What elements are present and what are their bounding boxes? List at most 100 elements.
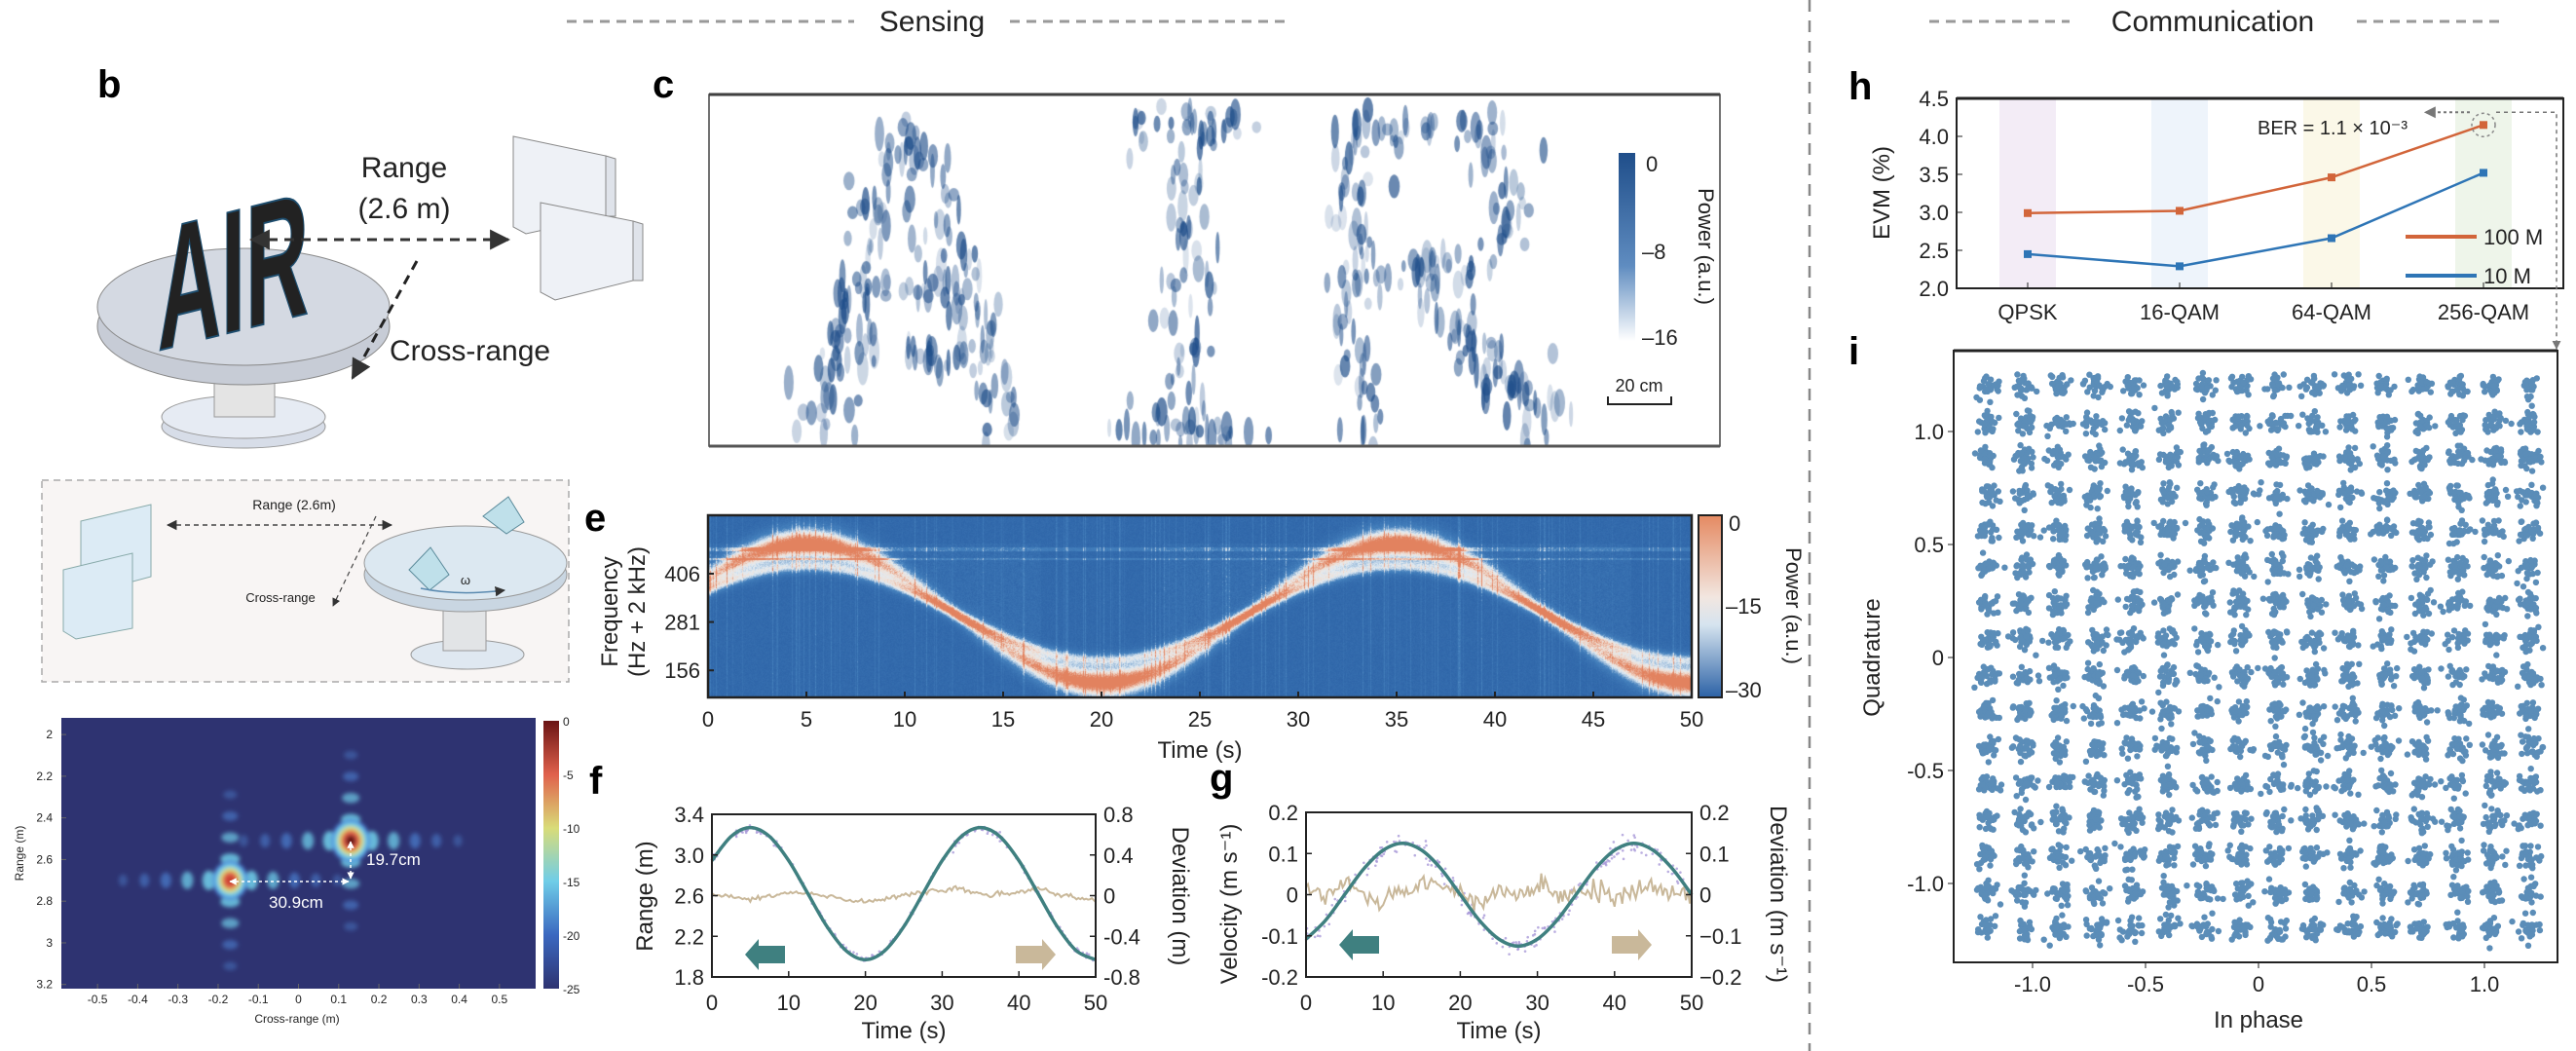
constellation-cluster: [2045, 588, 2071, 619]
x-tick-label: 15: [991, 707, 1015, 732]
measured-point: [1612, 841, 1616, 844]
constellation-point: [2194, 638, 2201, 646]
constellation-point: [2272, 853, 2279, 860]
constellation-point: [2017, 529, 2024, 536]
constellation-cluster: [2158, 873, 2190, 911]
sidelobe: [202, 870, 215, 890]
measured-point: [1621, 833, 1624, 837]
constellation-point: [2274, 749, 2281, 756]
constellation-point: [2267, 923, 2274, 930]
constellation-point: [2166, 671, 2174, 678]
constellation-point: [2201, 855, 2208, 862]
constellation-point: [2048, 421, 2055, 428]
constellation-point: [2204, 788, 2211, 795]
constellation-point: [2196, 732, 2203, 739]
inset-range-label: Range (2.6m): [252, 497, 336, 512]
colorbar-tick: –8: [1642, 240, 1665, 264]
constellation-point: [2022, 481, 2030, 489]
constellation-point: [2066, 486, 2073, 494]
y-tick-label: 2.5: [1919, 239, 1949, 263]
constellation-point: [2167, 812, 2175, 819]
constellation-point: [2238, 861, 2245, 868]
constellation-point: [2203, 930, 2210, 937]
sidelobe: [388, 832, 400, 850]
constellation-point: [2164, 494, 2171, 502]
constellation-point: [2271, 387, 2278, 394]
target-response: [239, 750, 463, 931]
constellation-point: [2091, 388, 2099, 394]
constellation-cluster: [2299, 845, 2331, 870]
constellation-cluster: [2086, 807, 2105, 834]
x-tick-label: 20: [1090, 707, 1113, 732]
constellation-point: [2090, 702, 2098, 709]
constellation-point: [2304, 742, 2311, 749]
constellation-point: [2017, 806, 2024, 812]
constellation-point: [2305, 770, 2312, 777]
rotation-arrow: [420, 585, 506, 597]
range-separation-label: 19.7cm: [366, 850, 421, 869]
constellation-point: [2162, 666, 2169, 673]
constellation-point: [2209, 850, 2216, 858]
constellation-point: [1984, 934, 1992, 941]
y-tick-label: 0: [1287, 883, 1298, 908]
constellation-point: [2067, 774, 2073, 781]
measured-point: [1426, 863, 1430, 866]
constellation-point: [1991, 752, 1997, 759]
constellation-point: [2172, 681, 2179, 688]
constellation-point: [2235, 413, 2242, 420]
constellation-point: [1992, 913, 1999, 920]
constellation-point: [2279, 557, 2286, 565]
constellation-point: [2063, 717, 2071, 725]
constellation-point: [2113, 720, 2121, 727]
constellation-point: [2174, 744, 2181, 752]
constellation-point: [2050, 536, 2057, 543]
constellation-point: [2122, 483, 2129, 490]
measured-point: [1379, 854, 1382, 857]
constellation-point: [2050, 447, 2057, 455]
constellation-point: [2065, 451, 2072, 458]
constellation-point: [2028, 465, 2035, 471]
constellation-point: [2213, 564, 2220, 572]
constellation-point: [2088, 521, 2096, 528]
constellation-point: [2318, 596, 2325, 604]
constellation-point: [2306, 791, 2314, 799]
constellation-cluster: [2266, 699, 2290, 730]
constellation-point: [2165, 526, 2172, 534]
constellation-cluster: [2298, 915, 2327, 944]
data-point: [2328, 234, 2335, 243]
constellation-point: [1982, 853, 1990, 860]
constellation-point: [2276, 782, 2283, 790]
constellation-point: [2089, 643, 2096, 650]
constellation-point: [2230, 499, 2238, 506]
constellation-point: [2162, 853, 2169, 860]
constellation-point: [2231, 638, 2238, 645]
turntable-top: [96, 247, 391, 366]
constellation-point: [2323, 783, 2330, 790]
constellation-cluster: [1975, 733, 2002, 766]
constellation-cluster: [2265, 628, 2291, 661]
constellation-point: [2140, 382, 2147, 389]
x-tick-label: 10: [1371, 991, 1395, 1015]
constellation-point: [2244, 664, 2251, 671]
constellation-cluster: [2008, 880, 2039, 910]
measured-point: [1523, 950, 1527, 953]
constellation-point: [2160, 673, 2167, 680]
measured-point: [1606, 858, 1610, 862]
constellation-point: [2159, 745, 2167, 752]
constellation-point: [2244, 786, 2251, 793]
constellation-point: [2138, 775, 2145, 782]
constellation-point: [2248, 668, 2255, 676]
measured-point: [1451, 877, 1455, 880]
constellation-point: [2098, 817, 2105, 824]
constellation-cluster: [2228, 663, 2261, 690]
constellation-point: [2285, 845, 2293, 852]
constellation-cluster: [2079, 409, 2109, 438]
constellation-point: [2011, 808, 2018, 816]
constellation-point: [1983, 713, 1991, 720]
constellation-point: [1987, 458, 1994, 465]
constellation-point: [2122, 555, 2129, 563]
constellation-point: [2134, 490, 2142, 497]
constellation-point: [2102, 383, 2109, 391]
constellation-point: [2213, 377, 2220, 384]
constellation-point: [2168, 747, 2175, 754]
